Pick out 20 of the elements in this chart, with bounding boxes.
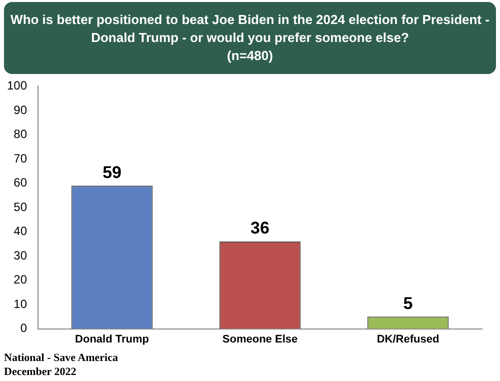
y-tick-label: 80 — [14, 127, 28, 142]
y-tick-label: 30 — [14, 248, 28, 262]
y-tick-label: 20 — [14, 272, 28, 287]
x-tick-label: DK/Refused — [376, 333, 440, 346]
y-tick-label: 10 — [14, 296, 28, 311]
y-tick-label: 60 — [14, 176, 28, 190]
x-tick-label: Someone Else — [222, 333, 298, 346]
y-tick-label: 50 — [14, 200, 28, 214]
chart-title: Who is better positioned to beat Joe Biden in the 2024 election for President - Donald Trump - or would you prefer someone else? (n=480) — [10, 11, 490, 65]
y-tick-label: 0 — [20, 321, 28, 336]
y-tick-label: 100 — [6, 78, 28, 93]
data-label: 5 — [403, 294, 413, 313]
x-tick-label: Donald Trump — [75, 333, 150, 346]
data-label: 59 — [102, 162, 122, 182]
text: National - Save America — [4, 351, 118, 365]
y-tick-label: 40 — [14, 224, 28, 238]
text: December 2022 — [4, 365, 78, 379]
y-tick-label: 90 — [14, 102, 28, 117]
data-label: 36 — [250, 218, 270, 238]
y-tick-label: 70 — [14, 151, 28, 166]
